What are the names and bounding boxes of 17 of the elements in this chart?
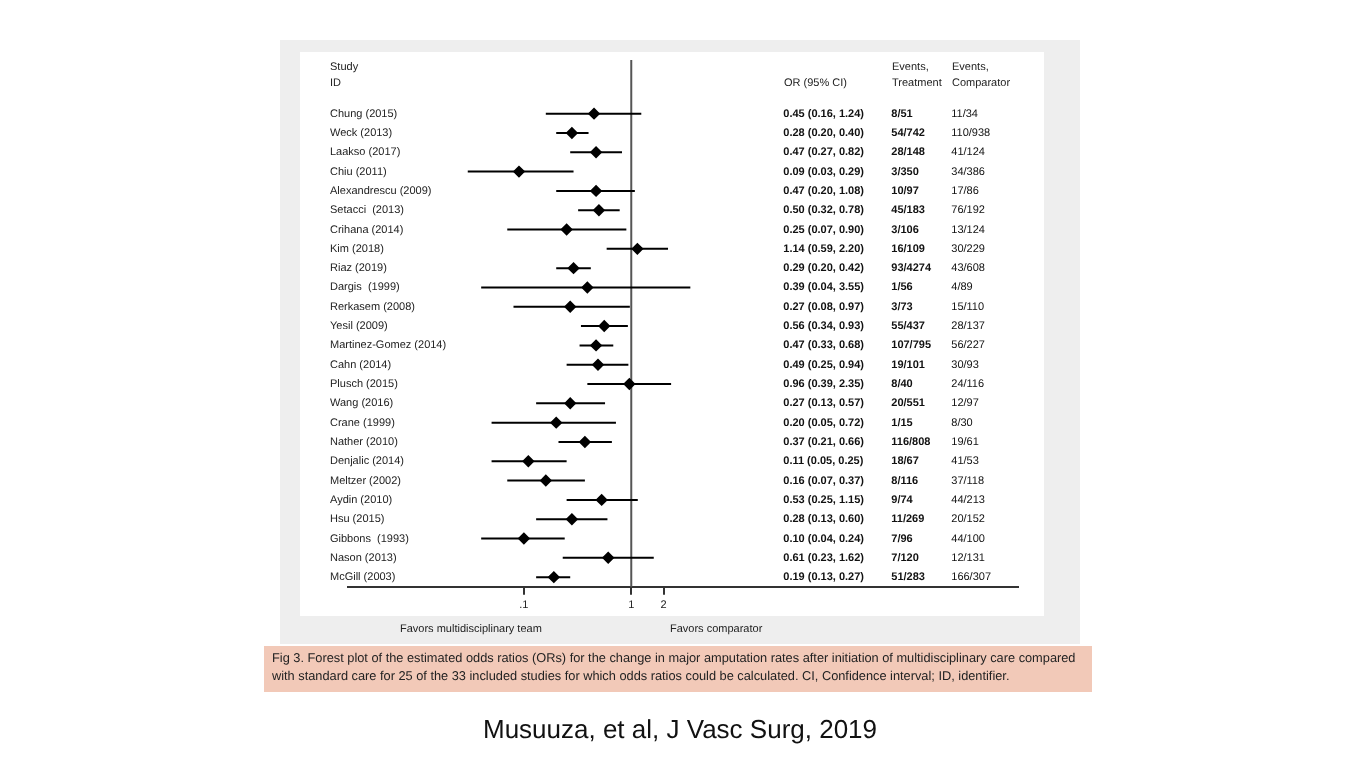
point	[564, 300, 577, 313]
point	[566, 127, 578, 139]
point	[564, 397, 577, 410]
point	[598, 320, 611, 332]
point	[579, 436, 591, 448]
point	[567, 262, 580, 274]
point	[581, 281, 594, 294]
point	[566, 513, 578, 526]
point	[593, 204, 605, 217]
point	[590, 146, 602, 159]
point	[588, 107, 600, 120]
point	[595, 494, 608, 506]
point	[590, 339, 602, 352]
point	[590, 185, 602, 197]
text: Musuuza, et al, J Vasc Surg, 2019	[480, 714, 880, 744]
point	[592, 358, 604, 371]
point	[560, 223, 573, 236]
